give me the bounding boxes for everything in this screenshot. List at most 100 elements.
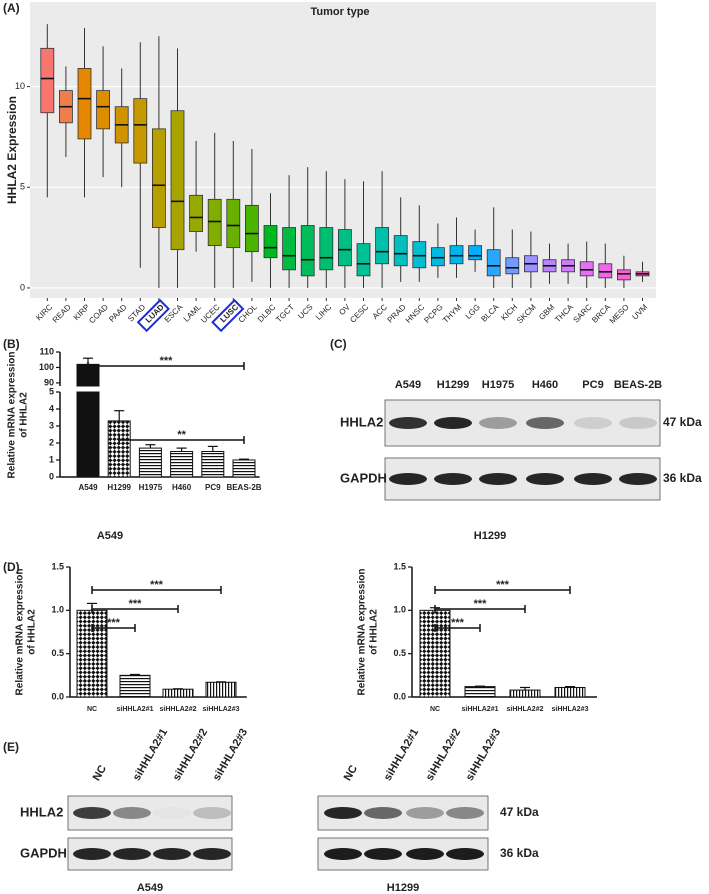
- x-tick-label: HNSC: [404, 302, 427, 325]
- highlight-box: [136, 298, 170, 333]
- band: [324, 807, 362, 819]
- box: [170, 110, 185, 251]
- lane-label: H460: [532, 379, 558, 391]
- y-tick-label: 0.0: [51, 691, 64, 701]
- y-axis-title: Relative mRNA expression: [7, 352, 18, 479]
- bar: [464, 686, 496, 698]
- box: [430, 247, 445, 267]
- y-tick-label: 1.5: [393, 561, 406, 571]
- lane-label: A549: [395, 379, 421, 391]
- y-tick-label: 0: [20, 282, 25, 292]
- box: [617, 269, 631, 281]
- band: [574, 473, 612, 485]
- y-tick-label: 2: [49, 437, 54, 447]
- box: [598, 263, 613, 279]
- blot-caption: A549: [137, 882, 163, 894]
- bar: [76, 391, 100, 478]
- band: [619, 473, 657, 485]
- lane-label: H1299: [437, 379, 469, 391]
- x-tick-label: PRAD: [386, 302, 408, 324]
- x-tick-label: siHHLA2#2: [507, 706, 544, 713]
- x-tick-label: LIHC: [314, 302, 333, 321]
- lane-label: NC: [342, 763, 360, 783]
- y-tick-label: 0.5: [393, 648, 406, 658]
- lane-label: BEAS-2B: [614, 379, 662, 391]
- band: [446, 848, 484, 860]
- y-tick-label: 3: [49, 420, 54, 430]
- band: [389, 473, 427, 485]
- box: [244, 204, 259, 253]
- x-tick-label: TGCT: [274, 302, 296, 324]
- box: [319, 227, 334, 271]
- x-tick-label: UCS: [296, 303, 314, 321]
- panel-label: (E): [3, 740, 19, 754]
- y-tick-label: 90: [44, 377, 54, 387]
- x-tick-label: siHHLA2#3: [552, 706, 589, 713]
- significance-label: ***: [107, 617, 121, 629]
- band: [193, 807, 231, 819]
- band: [193, 848, 231, 860]
- x-tick-label: siHHLA2#2: [160, 706, 197, 713]
- band: [406, 848, 444, 860]
- band: [526, 473, 564, 485]
- band: [479, 473, 517, 485]
- box: [282, 227, 297, 271]
- bar: [205, 681, 237, 698]
- bar: [170, 451, 194, 478]
- box: [96, 90, 110, 130]
- y-axis-title: Relative mRNA expression: [357, 569, 368, 696]
- panel-label: (B): [3, 337, 20, 351]
- box: [151, 128, 166, 228]
- size-label: 36 kDa: [500, 846, 539, 860]
- y-tick-label: 5: [20, 182, 25, 192]
- box: [337, 229, 352, 267]
- x-tick-label: H460: [172, 483, 192, 492]
- y-axis-title: of HHLA2: [19, 392, 30, 438]
- band: [73, 807, 111, 819]
- x-tick-label: PCPG: [422, 303, 444, 325]
- lane-label: siHHLA2#3: [211, 727, 250, 783]
- x-tick-label: OV: [337, 302, 352, 317]
- size-label: 36 kDa: [663, 471, 702, 485]
- y-tick-label: 1.0: [393, 605, 406, 615]
- x-tick-label: THYM: [441, 302, 464, 325]
- band: [364, 848, 402, 860]
- bar: [119, 674, 151, 698]
- band: [434, 473, 472, 485]
- band: [113, 807, 151, 819]
- significance-label: **: [177, 429, 186, 441]
- box: [226, 198, 241, 249]
- y-tick-label: 1.5: [51, 561, 64, 571]
- x-tick-label: A549: [78, 483, 98, 492]
- box: [505, 257, 520, 275]
- significance-label: ***: [451, 617, 465, 629]
- box: [133, 98, 148, 164]
- y-tick-label: 1: [49, 454, 54, 464]
- row-label: GAPDH: [20, 845, 67, 860]
- y-axis-title: of HHLA2: [27, 609, 38, 655]
- box: [468, 245, 483, 261]
- y-tick-label: 0: [49, 471, 54, 481]
- box: [579, 261, 594, 277]
- lane-label: siHHLA2#1: [382, 727, 421, 783]
- x-tick-label: siHHLA2#1: [462, 706, 499, 713]
- lane-label: siHHLA2#2: [171, 727, 210, 783]
- bar: [419, 609, 451, 698]
- box: [393, 235, 408, 267]
- band: [574, 417, 612, 429]
- band: [406, 807, 444, 819]
- band: [446, 807, 484, 819]
- x-tick-label: siHHLA2#1: [117, 706, 154, 713]
- size-label: 47 kDa: [663, 415, 702, 429]
- bar: [162, 688, 194, 698]
- bar: [76, 609, 108, 698]
- band: [153, 807, 191, 819]
- x-tick-label: H1299: [107, 483, 131, 492]
- blot-caption: H1299: [387, 882, 419, 894]
- y-tick-label: 4: [49, 403, 54, 413]
- lane-label: PC9: [582, 379, 603, 391]
- y-tick-label: 0.0: [393, 691, 406, 701]
- band: [113, 848, 151, 860]
- x-tick-label: THCA: [553, 302, 575, 324]
